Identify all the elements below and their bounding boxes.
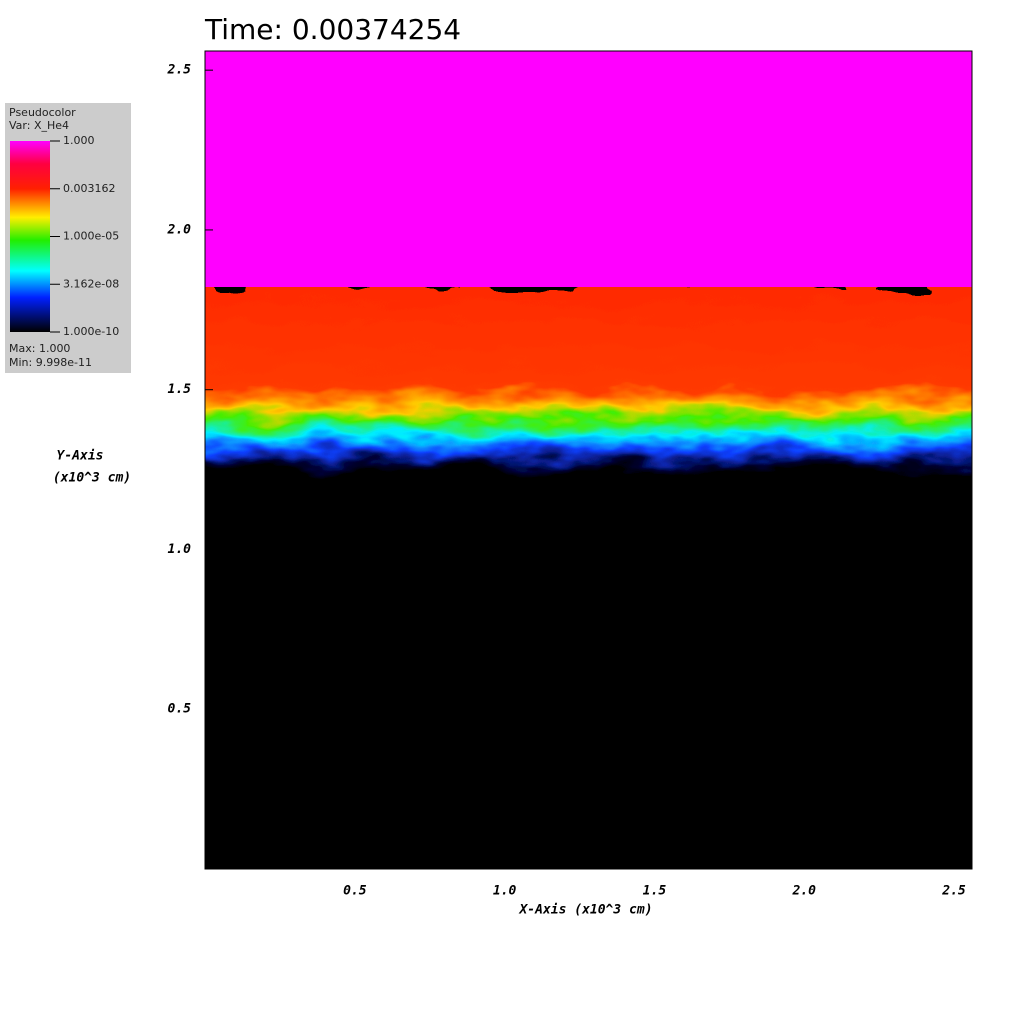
y-tick-label: 1.0	[168, 542, 192, 557]
x-tick-label: 1.5	[643, 884, 667, 899]
field-mixing	[205, 287, 972, 472]
y-tick-label: 2.0	[167, 222, 192, 237]
colorbar-tick-label: 3.162e-08	[63, 277, 119, 290]
chart-title: Time: 0.00374254	[204, 13, 461, 46]
plot-frame	[204, 50, 973, 870]
y-axis-label: Y-Axis	[57, 449, 104, 464]
y-axis-label: (x10^3 cm)	[53, 471, 131, 486]
legend-min: Min: 9.998e-11	[9, 356, 92, 369]
colorbar-tick-label: 1.000	[63, 134, 95, 147]
colorbar	[10, 141, 50, 332]
field	[205, 51, 972, 869]
x-tick-label: 2.5	[941, 884, 966, 899]
colorbar-tick-label: 0.003162	[63, 182, 116, 195]
x-tick-label: 0.5	[343, 884, 367, 899]
legend-title: Pseudocolor	[9, 106, 76, 119]
y-tick-label: 0.5	[168, 702, 192, 717]
colorbar-tick-label: 1.000e-10	[63, 325, 119, 338]
x-tick-label: 1.0	[493, 884, 517, 899]
y-tick-label: 2.5	[167, 63, 192, 78]
legend-max: Max: 1.000	[9, 342, 70, 355]
field-top-cover	[205, 51, 972, 287]
legend-variable: Var: X_He4	[9, 119, 69, 132]
x-axis-label: X-Axis (x10^3 cm)	[518, 903, 652, 918]
y-tick-label: 1.5	[168, 382, 192, 397]
colorbar-tick-label: 1.000e-05	[63, 230, 119, 243]
x-tick-label: 2.0	[791, 884, 816, 899]
